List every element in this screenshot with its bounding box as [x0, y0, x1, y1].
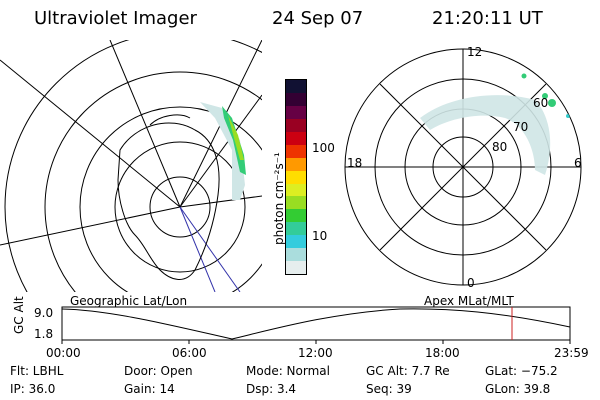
colorbar [285, 79, 307, 275]
colorbar-swatch-4 [286, 131, 306, 145]
altitude-ytick-1: 1.8 [34, 327, 54, 341]
info-gain: Gain: 14 [124, 382, 175, 396]
mlat-label-70: 70 [513, 120, 529, 134]
xtick-2359: 23:59 [554, 346, 589, 360]
colorbar-swatch-1 [286, 92, 306, 106]
info-seq: Seq: 39 [366, 382, 412, 396]
info-glat: GLat: −75.2 [485, 364, 558, 378]
instrument-title: Ultraviolet Imager [34, 8, 197, 29]
date-label: 24 Sep 07 [272, 8, 364, 29]
colorbar-swatch-3 [286, 118, 306, 132]
info-door: Door: Open [124, 364, 193, 378]
geographic-caption: Geographic Lat/Lon [70, 294, 188, 308]
colorbar-tick-10: 10 [312, 229, 328, 243]
mlat-label-60: 60 [533, 96, 549, 110]
mlt-label-12: 12 [467, 45, 483, 59]
lat-circle-4 [44, 71, 262, 292]
xtick-1200: 12:00 [298, 346, 333, 360]
colorbar-swatch-5 [286, 144, 306, 158]
colorbar-swatch-13 [286, 248, 306, 262]
mlt-label-0: 0 [467, 276, 475, 290]
colorbar-swatch-8 [286, 183, 306, 197]
xtick-0000: 00:00 [46, 346, 81, 360]
altitude-curve [61, 308, 571, 340]
apex-caption: Apex MLat/MLT [424, 294, 514, 308]
colorbar-swatch-0 [286, 80, 306, 93]
info-flt: Flt: LBHL [10, 364, 64, 378]
info-dsp: Dsp: 3.4 [246, 382, 297, 396]
info-gc-alt: GC Alt: 7.7 Re [366, 364, 450, 378]
time-label: 21:20:11 UT [432, 8, 543, 29]
lat-circle-inner [149, 176, 211, 238]
colorbar-swatch-14 [286, 261, 306, 275]
info-mode: Mode: Normal [246, 364, 330, 378]
info-ip: IP: 36.0 [10, 382, 56, 396]
lat-circle-outer [4, 40, 262, 292]
mlt-label-18: 18 [347, 156, 363, 170]
colorbar-swatch-10 [286, 209, 306, 223]
altitude-ytick-9: 9.0 [34, 306, 54, 320]
colorbar-swatch-6 [286, 157, 306, 171]
colorbar-swatch-11 [286, 222, 306, 236]
lat-circle-3 [79, 106, 262, 292]
colorbar-swatch-2 [286, 105, 306, 119]
mlat-label-80: 80 [492, 140, 508, 154]
altitude-plot-frame [61, 306, 571, 341]
xtick-0600: 06:00 [172, 346, 207, 360]
lat-circle-2 [114, 141, 246, 273]
colorbar-swatch-7 [286, 170, 306, 184]
colorbar-swatch-12 [286, 235, 306, 249]
altitude-ylabel: GC Alt [12, 296, 26, 334]
info-glon: GLon: 39.8 [485, 382, 551, 396]
xtick-1800: 18:00 [425, 346, 460, 360]
colorbar-tick-100: 100 [312, 141, 335, 155]
mlt-label-6: 6 [574, 156, 582, 170]
colorbar-swatch-9 [286, 196, 306, 210]
